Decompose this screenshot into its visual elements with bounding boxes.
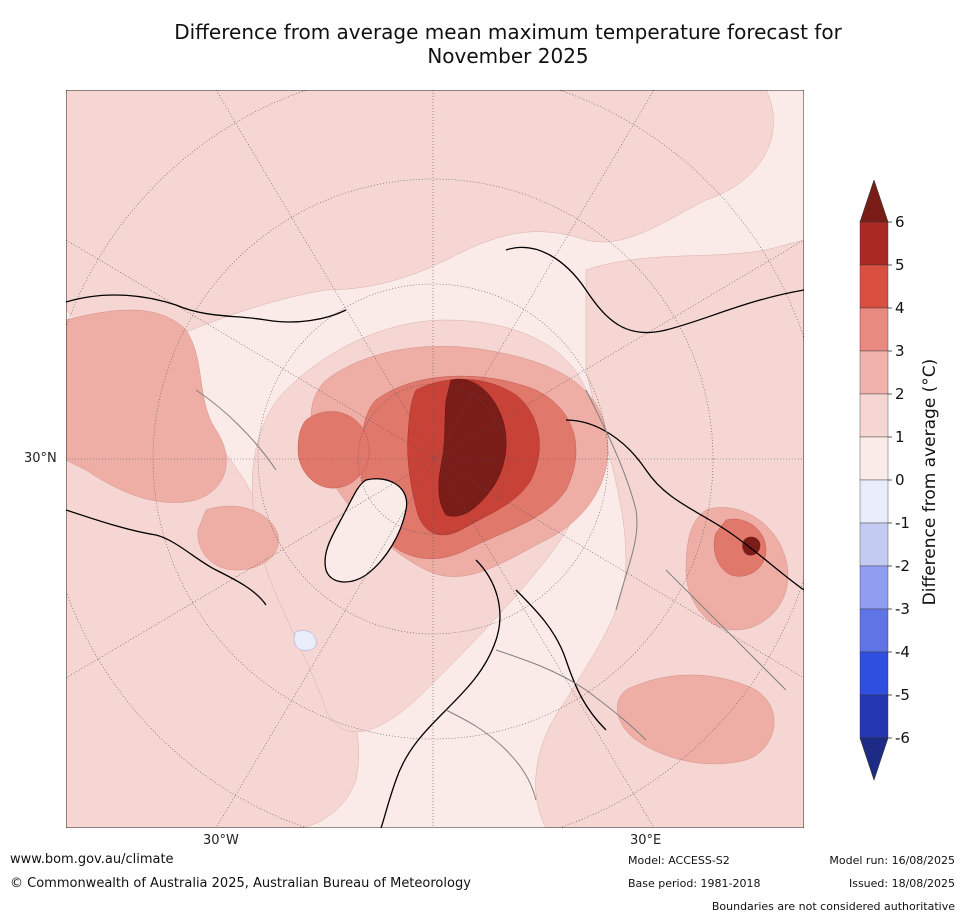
colorbar-band: [859, 307, 889, 352]
anomaly-region-0to-1: [293, 630, 317, 651]
axis-label-30N: 30°N: [24, 451, 57, 466]
colorbar-tick-label: 1: [895, 428, 905, 446]
issued-text: Issued: 18/08/2025: [848, 877, 955, 890]
graticule: [66, 90, 804, 828]
colorbar-tick-label: 3: [895, 342, 905, 360]
colorbar-arrow-top: [859, 180, 889, 223]
colorbar-band: [859, 393, 889, 438]
forecast-map: [66, 90, 804, 828]
anomaly-region-3to4-canadian-archipelago: [297, 411, 370, 489]
anomaly-region-2to3-greenland-south: [197, 505, 279, 571]
anomaly-region-1to2-east: [535, 239, 804, 828]
axis-label-30E: 30°E: [630, 833, 662, 848]
colorbar-band: [859, 522, 889, 567]
colorbar-band: [859, 350, 889, 395]
colorbar-tick-label: 6: [895, 213, 905, 231]
colorbar-tick-label: -5: [895, 686, 910, 704]
base-period-text: Base period: 1981-2018: [628, 877, 761, 890]
chart-title: Difference from average mean maximum tem…: [0, 20, 965, 68]
colorbar-band: [859, 608, 889, 653]
anomaly-region-3to4-asia-spot: [713, 518, 767, 577]
website-link[interactable]: www.bom.gov.au/climate: [10, 852, 174, 867]
colorbar-band: [859, 694, 889, 739]
colorbar-band: [859, 479, 889, 524]
colorbar-arrow-bottom: [859, 737, 889, 781]
colorbar-tick-label: -1: [895, 514, 910, 532]
colorbar-tick-label: -3: [895, 600, 910, 618]
anomaly-region-above-5: [438, 378, 507, 517]
colorbar-band: [859, 221, 889, 266]
copyright-text: © Commonwealth of Australia 2025, Austra…: [10, 876, 471, 891]
colorbar-tick-label: 0: [895, 471, 905, 489]
colorbar-tick-label: 5: [895, 256, 905, 274]
colorbar-tick-label: 2: [895, 385, 905, 403]
title-line-2: November 2025: [427, 44, 589, 68]
anomaly-region-2to3-west: [66, 309, 227, 503]
axis-label-30W: 30°W: [203, 833, 239, 848]
anomaly-region-2to3-southeast: [617, 674, 775, 765]
country-borders: [195, 389, 787, 801]
colorbar-band: [859, 436, 889, 481]
colorbar-tick-label: 4: [895, 299, 905, 317]
colorbar-tick-label: -4: [895, 643, 910, 661]
greenland-outline: [324, 478, 408, 583]
colorbar: 6 5 4 3 2 1 0 -1 -2 -3 -4 -5 -6: [859, 180, 910, 781]
disclaimer-text: Boundaries are not considered authoritat…: [711, 900, 955, 913]
colorbar-label: Difference from average (°C): [920, 358, 940, 606]
colorbar-band: [859, 565, 889, 610]
model-run-text: Model run: 16/08/2025: [829, 854, 955, 867]
colorbar-tick-label: -6: [895, 729, 910, 747]
colorbar-band: [859, 264, 889, 309]
anomaly-region-above-5-asia: [742, 536, 761, 556]
model-text: Model: ACCESS-S2: [628, 854, 730, 867]
colorbar-tick-label: -2: [895, 557, 910, 575]
coastlines: [66, 246, 804, 828]
colorbar-band: [859, 651, 889, 696]
title-line-1: Difference from average mean maximum tem…: [174, 20, 842, 44]
